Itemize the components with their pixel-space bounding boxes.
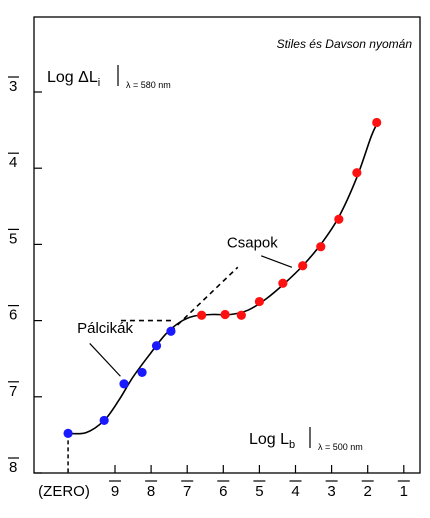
- y-tick-label-7: 7: [9, 383, 17, 400]
- series-2-point-3: [236, 310, 246, 320]
- series-1-point-5: [151, 341, 162, 351]
- series-1-point-2: [99, 415, 109, 426]
- y-axis-title-condition: λ = 580 nm: [126, 80, 171, 90]
- x-tick-label-7: 7: [183, 483, 191, 500]
- svg-text:Log Lb: Log Lb: [249, 431, 295, 451]
- series-1-point-4: [137, 367, 147, 378]
- series-2-point-6: [298, 261, 308, 271]
- y-tick-label-5: 5: [9, 230, 17, 247]
- series-1-point-6: [166, 326, 176, 336]
- series-1-point-3: [119, 379, 129, 389]
- series-2-point-5: [278, 278, 288, 288]
- y-axis-title-main: Log ΔL: [47, 69, 98, 86]
- series-2-point-9: [352, 168, 362, 178]
- x-tick-label-4: 4: [291, 483, 299, 500]
- y-tick-label-6: 6: [9, 307, 17, 324]
- y-tick-label-8: 8: [9, 459, 17, 476]
- x-tick-label-5: 5: [255, 483, 263, 500]
- y-tick-label-4: 4: [9, 154, 17, 171]
- x-axis-title-sub: b: [289, 439, 295, 451]
- svg-text:Log ΔLi: Log ΔLi: [47, 69, 100, 89]
- chart-marks: 3 4 5 6 7 8 9 8 7 6 5 4 3 2 1 Csapok Pálcikák: [8, 76, 410, 500]
- series-2-point-2: [220, 309, 230, 320]
- x-tick-label-6: 6: [219, 483, 227, 500]
- y-tick-label-3: 3: [9, 78, 17, 95]
- x-axis-title-main: Log L: [249, 431, 289, 448]
- x-zero-label: (ZERO): [38, 483, 90, 500]
- series-2-point-4: [254, 296, 264, 307]
- x-tick-label-8: 8: [147, 483, 155, 500]
- x-tick-label-2: 2: [364, 483, 372, 500]
- y-axis-title-sub: i: [98, 77, 100, 89]
- annotation-pointer-1: [260, 255, 293, 268]
- x-tick-label-3: 3: [327, 483, 335, 500]
- annotation-label-2: Pálcikák: [77, 320, 133, 337]
- series-2-point-8: [334, 214, 344, 224]
- fitted-curve: [68, 120, 380, 435]
- x-tick-label-9: 9: [111, 483, 119, 500]
- source-credit: Stiles és Davson nyomán: [277, 37, 413, 51]
- plot-frame: [33, 16, 421, 474]
- series-2-point-10: [372, 117, 382, 128]
- x-tick-label-1: 1: [400, 483, 408, 500]
- x-axis-title: Log Lb λ = 500 nm: [249, 427, 363, 452]
- x-axis-title-condition: λ = 500 nm: [318, 442, 363, 452]
- series-2-point-1: [197, 310, 207, 320]
- dashed-extension-1: [170, 266, 239, 332]
- series-1-point-1: [63, 428, 73, 438]
- annotation-label-1: Csapok: [227, 234, 278, 251]
- annotation-pointer-2: [89, 343, 121, 377]
- series-2-point-7: [316, 242, 326, 252]
- y-axis-title: Log ΔLi λ = 580 nm: [47, 65, 171, 90]
